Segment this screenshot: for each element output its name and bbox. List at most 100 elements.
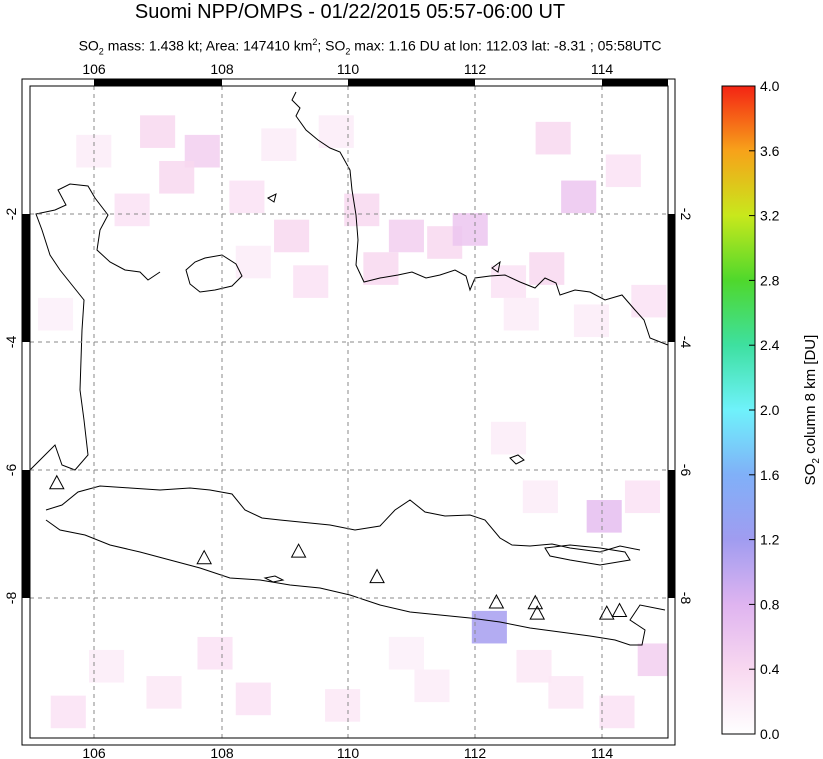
small-island-1 [509,454,525,465]
map-panel: 106 108 110 112 114 106 108 110 112 114 … [3,61,694,759]
so2-cell [363,252,399,285]
so2-cell [631,284,667,318]
volcano-markers [48,474,628,620]
colorbar-tick-label: 3.2 [760,208,780,224]
java-north-coast [45,485,641,553]
lon-label-bottom-110: 110 [337,745,360,759]
lon-label-top-112: 112 [464,61,487,77]
colorbar-label-sub: 2 [811,458,822,464]
so2-cell [561,180,597,214]
so2-cell [140,115,176,148]
so2-cell [50,695,86,729]
lat-label-right-4: -4 [678,336,694,349]
subtitle-max-sub: 2 [345,46,351,57]
lon-label-bottom-108: 108 [210,745,234,759]
so2-cell [146,676,182,709]
so2-cell [573,304,609,338]
colorbar-tick-label: 0.4 [760,661,780,677]
subtitle-max-label: ; SO [317,37,346,54]
so2-cell [548,676,584,709]
colorbar-label-so: SO [802,464,819,486]
colorbar-ticks: 4.0 3.6 3.2 2.8 2.4 2.0 1.6 1.2 0.8 0.4 0.0 [749,78,780,742]
so2-cell [261,128,297,161]
so2-cell [229,180,265,214]
so2-cell [318,115,354,148]
subtitle-max-text: max: 1.16 DU at lon: 112.03 lat: -8.31 ;… [350,37,662,54]
small-island-3 [263,575,285,583]
colorbar-tick-label: 2.0 [760,402,780,418]
lat-label-left-8: -8 [3,592,19,605]
lat-labels-right: -2 -4 -6 -8 [678,208,694,605]
so2-cell [37,297,74,331]
colorbar-tick-label: 0.0 [760,726,780,742]
map-title: Suomi NPP/OMPS - 01/22/2015 05:57-06:00 … [134,1,566,23]
madura-island [544,544,631,566]
volcano-triangle-icon [290,543,307,558]
lat-label-left-2: -2 [3,208,19,221]
so2-cell [114,193,150,227]
so2-cell [325,689,361,722]
so2-cell [529,252,565,285]
coastlines [30,91,668,646]
small-island-2 [491,260,501,273]
border-black-segments [22,79,675,598]
lat-label-left-4: -4 [3,336,19,349]
so2-cell [89,649,125,683]
so2-cell [516,649,552,683]
so2-cell [522,480,558,514]
so2-cell [274,219,310,253]
so2-cell [605,154,641,188]
colorbar-tick-label: 4.0 [760,78,780,94]
colorbar-tick-label: 2.4 [760,337,780,353]
so2-cell [490,421,527,455]
so2-cell [388,219,424,253]
lat-label-left-6: -6 [3,464,19,477]
so2-cell [503,297,539,331]
so2-cell [471,610,507,644]
map-border [22,79,675,739]
so2-cell [586,500,622,533]
lon-label-top-110: 110 [337,61,360,77]
so2-cell [293,265,329,298]
small-island-4 [267,193,277,203]
lat-label-right-8: -8 [678,592,694,605]
java-south-coast [45,519,666,646]
so2-cell [490,265,527,298]
borneo-coast [291,91,668,346]
so2-cell [535,121,571,155]
lon-label-top-106: 106 [82,61,106,77]
map-outer-frame [21,78,676,746]
volcano-triangle-icon [611,602,628,618]
so2-cell [344,193,380,227]
colorbar-tick-label: 1.2 [760,532,780,548]
lat-label-right-2: -2 [678,208,694,221]
colorbar-label: SO2 column 8 km [DU] [802,335,822,486]
sumatra-coast [30,183,161,471]
lon-labels-top: 106 108 110 112 114 [82,61,613,77]
graticule [30,86,668,738]
colorbar-tick-label: 1.6 [760,467,780,483]
lon-label-bottom-114: 114 [591,745,614,759]
so2-cells-layer [37,115,668,729]
subtitle-area-sup: 2 [312,37,318,47]
colorbar-tick-label: 2.8 [760,272,780,288]
so2-cell [414,669,450,703]
lon-labels-bottom: 106 108 110 112 114 [82,745,613,759]
subtitle-so2-sub: 2 [98,46,104,57]
volcano-triangle-icon [369,568,385,584]
so2-cell [624,480,661,514]
subtitle-mass-text: mass: 1.438 kt; Area: 147410 km [103,37,313,54]
lon-label-top-108: 108 [210,61,234,77]
colorbar: 4.0 3.6 3.2 2.8 2.4 2.0 1.6 1.2 0.8 0.4 0.0 SO2 co… [721,78,822,742]
lon-label-top-114: 114 [591,61,614,77]
so2-cell [159,160,195,194]
bangka-island [185,254,243,293]
so2-cell [388,636,424,670]
map-subtitle: SO2 mass: 1.438 kt; Area: 147410 km2; SO… [0,33,740,60]
so2-cell [235,245,271,279]
subtitle-so2-label: SO [78,37,99,54]
so2-cell [235,682,271,716]
lon-label-bottom-112: 112 [464,745,487,759]
so2-cell [637,643,668,677]
